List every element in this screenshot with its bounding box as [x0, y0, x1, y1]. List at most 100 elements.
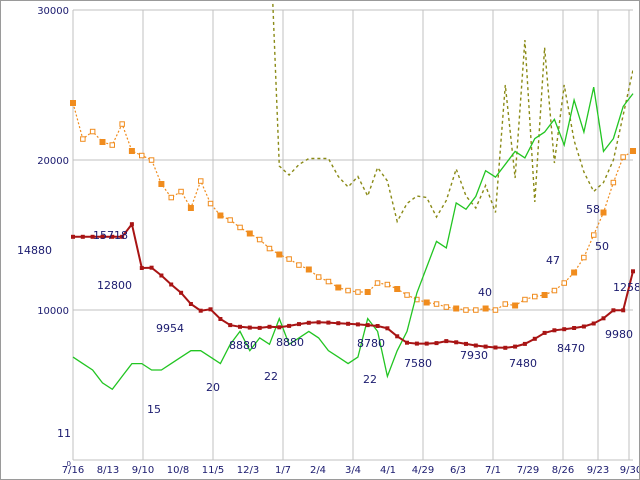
x-axis-tick-label: 4/29: [412, 465, 434, 476]
orange-series-marker: [296, 262, 302, 268]
red-series-marker: [287, 323, 292, 328]
orange-series-marker: [207, 200, 214, 207]
orange-series-marker: [315, 274, 322, 280]
red-series-marker: [483, 344, 488, 349]
series-olive-line: [272, 1, 633, 224]
green-series-value-label: 22: [264, 370, 278, 383]
red-series-marker: [414, 341, 419, 346]
orange-series-marker: [217, 212, 224, 219]
red-series-marker: [454, 340, 459, 345]
red-series-marker: [385, 326, 390, 331]
red-series-marker: [306, 320, 311, 325]
red-series-value-label: 8780: [357, 337, 385, 350]
red-series-marker: [120, 234, 125, 239]
y-axis-tick-label: 20000: [37, 156, 69, 167]
red-series-value-label: 15718: [93, 229, 128, 242]
red-series-marker: [316, 320, 321, 325]
orange-series-marker: [532, 293, 538, 300]
green-series-value-label: 11: [57, 427, 71, 440]
red-series-marker: [238, 324, 242, 329]
x-axis-tick-label: 8/26: [552, 465, 574, 476]
red-series-value-label: 7580: [404, 357, 432, 370]
orange-series-marker: [374, 280, 381, 286]
orange-series-marker: [128, 148, 135, 154]
red-series-marker: [277, 325, 282, 330]
orange-series-marker: [345, 287, 351, 294]
red-series-marker: [169, 282, 174, 287]
red-series-value-label: 9980: [605, 328, 633, 341]
orange-series-marker: [482, 305, 489, 312]
red-series-value-label: 14880: [17, 244, 52, 257]
orange-series-marker: [463, 307, 469, 313]
green-series-value-label: 15: [147, 403, 161, 416]
red-series-marker: [601, 316, 606, 321]
red-series-marker: [542, 330, 547, 335]
orange-series-marker: [80, 136, 86, 142]
x-axis-tick-label: 1/7: [275, 465, 291, 476]
orange-series-marker: [148, 157, 155, 163]
red-series-marker: [572, 326, 577, 330]
red-series-value-label: 8880: [229, 339, 257, 352]
red-series-value-label: 7480: [509, 357, 537, 370]
red-series-marker: [267, 324, 272, 329]
x-axis-labels: 7/16 8/13 9/10 10/8 11/5 12/3 1/7 2/4 3/4 4/1 4/29…: [62, 465, 640, 476]
orange-series-marker: [276, 251, 283, 258]
red-series-marker: [375, 324, 380, 328]
orange-series-marker: [266, 245, 273, 252]
red-series-marker: [611, 308, 616, 313]
red-series-marker: [346, 321, 351, 326]
orange-series-marker: [246, 230, 253, 237]
y-axis-tick-label: 10000: [37, 306, 69, 317]
red-series-marker: [149, 265, 154, 270]
red-series-marker: [257, 325, 262, 330]
orange-series-marker: [453, 305, 460, 312]
red-series-marker: [336, 321, 341, 326]
orange-series-marker: [423, 299, 430, 306]
orange-series-marker: [119, 121, 125, 127]
x-axis-tick-label: 3/4: [345, 465, 361, 476]
orange-series-marker: [502, 301, 508, 307]
orange-series-marker: [198, 178, 204, 184]
red-series-marker: [139, 266, 144, 270]
red-series-value-label: 12800: [97, 279, 132, 292]
red-series-marker: [110, 234, 115, 239]
red-series-value-label: 7930: [460, 349, 488, 362]
red-series-marker: [188, 302, 193, 306]
orange-series-marker: [187, 205, 194, 211]
x-axis-tick-label: 7/16: [62, 465, 84, 476]
orange-series-marker: [394, 286, 401, 292]
orange-series-marker: [178, 188, 184, 195]
red-series-marker: [326, 320, 331, 325]
red-series-marker: [228, 323, 233, 328]
red-series-marker: [493, 345, 498, 350]
orange-series-marker: [620, 154, 626, 160]
red-series-marker: [198, 308, 203, 313]
orange-series-marker: [473, 307, 479, 313]
x-axis-tick-label: 9/30: [620, 465, 640, 476]
red-series-marker: [100, 234, 105, 239]
orange-series-marker: [237, 224, 243, 231]
red-series-marker: [218, 317, 223, 321]
green-series-value-label: 47: [546, 254, 560, 267]
red-series-marker: [621, 308, 626, 313]
orange-series-marker: [630, 148, 636, 154]
orange-series-marker: [384, 281, 391, 288]
x-axis-tick-label: 9/23: [587, 465, 609, 476]
x-axis-tick-label: 8/13: [97, 465, 119, 476]
green-series-value-label: 20: [206, 381, 220, 394]
orange-series-marker: [591, 232, 597, 238]
green-series-value-label: 22: [363, 373, 377, 386]
red-series-marker: [405, 340, 409, 345]
orange-series-marker: [404, 292, 410, 298]
orange-series-marker: [600, 209, 607, 216]
red-series-marker: [71, 234, 75, 239]
red-series-marker: [355, 322, 360, 327]
red-series-path: [73, 221, 634, 349]
red-series-marker: [473, 343, 478, 348]
olive-series-path: [272, 1, 633, 224]
red-series-marker: [90, 234, 95, 239]
gridlines: [72, 9, 633, 461]
x-axis-tick-label: 9/10: [132, 465, 154, 476]
orange-series-marker: [492, 307, 499, 313]
